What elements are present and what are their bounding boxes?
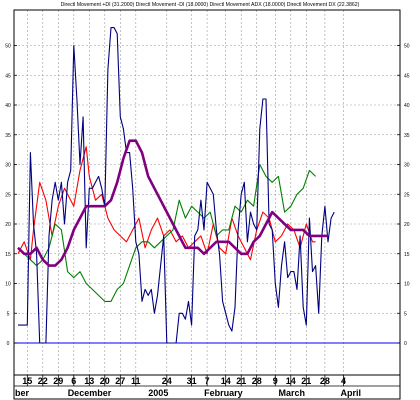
y-tick-label-left: 25 xyxy=(5,192,11,198)
y-tick-label-right: 5 xyxy=(404,311,407,317)
x-axis-ticks: 15 22 29 6 13 20 27 11 24 31 7 14 21 28 9 14 21 28 4 xyxy=(22,375,346,386)
series-line-2 xyxy=(17,163,316,302)
x-tick-label: 27 xyxy=(115,376,125,386)
y-tick-label-right: 0 xyxy=(404,341,407,347)
x-tick-label: 28 xyxy=(320,376,330,386)
x-tick-label: 29 xyxy=(53,376,63,386)
x-tick-label: 11 xyxy=(131,376,141,386)
y-tick-label-left: 35 xyxy=(5,133,11,139)
x-tick-label: 9 xyxy=(273,376,278,386)
chart-title: Directl Movement +DI (31.2000) Directl M… xyxy=(61,2,360,8)
y-tick-label-left: 30 xyxy=(5,163,11,169)
y-tick-label-left: 5 xyxy=(7,311,10,317)
grid-lines xyxy=(14,10,400,375)
series-line-4 xyxy=(17,139,328,267)
series-line-3 xyxy=(18,27,335,344)
series-lines xyxy=(17,27,335,344)
y-tick-label-right: 40 xyxy=(404,103,410,109)
x-tick-label: 24 xyxy=(162,376,172,386)
x-tick-label: 14 xyxy=(221,376,231,386)
x-tick-label: 21 xyxy=(236,376,246,386)
x-tick-label: 20 xyxy=(100,376,110,386)
x-tick-label: 22 xyxy=(38,376,48,386)
month-label: 2005 xyxy=(148,388,168,398)
y-tick-label-left: 0 xyxy=(7,341,10,347)
y-tick-label-left: 20 xyxy=(5,222,11,228)
x-tick-label: 31 xyxy=(187,376,197,386)
x-tick-label: 21 xyxy=(301,376,311,386)
x-tick-label: 15 xyxy=(22,376,32,386)
y-tick-label-right: 50 xyxy=(404,44,410,50)
month-label: February xyxy=(204,388,243,398)
x-tick-label: 28 xyxy=(252,376,262,386)
y-tick-label-right: 15 xyxy=(404,252,410,258)
y-tick-label-right: 10 xyxy=(404,282,410,288)
month-label: ber xyxy=(15,388,30,398)
y-tick-label-right: 30 xyxy=(404,163,410,169)
y-tick-label-left: 50 xyxy=(5,44,11,50)
x-tick-label: 14 xyxy=(286,376,296,386)
plot-frame xyxy=(13,9,401,376)
x-tick-label: 6 xyxy=(71,376,76,386)
y-tick-label-right: 45 xyxy=(404,73,410,79)
y-tick-label-left: 10 xyxy=(5,282,11,288)
y-axis-ticks: 0 0 5 5 10 10 15 15 20 20 25 25 30 30 35 35 40 40 45 45 50 50 xyxy=(5,44,410,348)
y-tick-label-right: 20 xyxy=(404,222,410,228)
y-tick-label-left: 15 xyxy=(5,252,11,258)
x-tick-label: 4 xyxy=(341,376,346,386)
x-tick-label: 7 xyxy=(205,376,210,386)
y-tick-label-left: 45 xyxy=(5,73,11,79)
y-tick-label-left: 40 xyxy=(5,103,11,109)
x-tick-label: 13 xyxy=(84,376,94,386)
y-tick-label-right: 35 xyxy=(404,133,410,139)
month-labels: ber December 2005 February March April xyxy=(15,388,361,398)
month-label: April xyxy=(341,388,362,398)
y-tick-label-right: 25 xyxy=(404,192,410,198)
month-label: March xyxy=(279,388,306,398)
month-label: December xyxy=(68,388,112,398)
